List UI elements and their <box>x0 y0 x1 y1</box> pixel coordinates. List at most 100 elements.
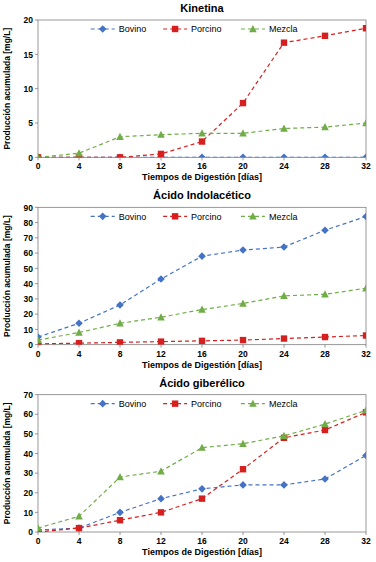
y-tick-label: 15 <box>24 50 34 60</box>
y-tick <box>35 283 38 284</box>
x-tick <box>38 157 39 160</box>
series-line <box>38 123 366 157</box>
y-tick <box>35 20 38 21</box>
marker <box>75 512 83 519</box>
legend-marker <box>249 25 257 32</box>
marker <box>280 432 288 439</box>
legend-marker <box>249 400 257 407</box>
x-tick-label: 8 <box>118 161 123 171</box>
x-tick <box>161 345 162 348</box>
series-line <box>38 412 366 532</box>
legend-label: Bovino <box>119 212 147 222</box>
x-tick <box>243 532 244 535</box>
y-axis-label: Producción acumulada [mg/L] <box>2 28 12 150</box>
x-tick-label: 12 <box>156 161 166 171</box>
x-tick <box>79 532 80 535</box>
marker <box>116 509 124 517</box>
y-tick <box>35 88 38 89</box>
marker <box>322 334 328 340</box>
y-tick <box>35 222 38 223</box>
marker <box>363 25 366 31</box>
marker <box>240 466 246 472</box>
panel: Ácido Indolacético0102030405060708090048… <box>2 189 371 369</box>
y-tick <box>35 54 38 55</box>
marker <box>116 319 124 326</box>
x-tick-label: 16 <box>197 349 207 359</box>
y-tick <box>35 314 38 315</box>
legend-marker <box>172 400 178 406</box>
marker <box>158 509 164 515</box>
y-tick <box>35 157 38 158</box>
x-tick-label: 32 <box>361 536 371 546</box>
x-tick <box>243 345 244 348</box>
marker <box>117 339 123 344</box>
y-tick-label: 0 <box>28 340 33 350</box>
plot-frame <box>38 395 366 532</box>
marker <box>321 475 329 483</box>
x-tick-label: 32 <box>361 161 371 171</box>
legend: BovinoPorcinoMezcla <box>91 212 298 222</box>
legend-label: Porcino <box>191 399 222 409</box>
plot-frame <box>38 207 366 344</box>
marker <box>157 131 165 138</box>
marker <box>157 275 165 283</box>
x-tick <box>161 532 162 535</box>
x-tick-label: 24 <box>279 349 289 359</box>
x-tick-label: 32 <box>361 349 371 359</box>
marker <box>362 213 366 221</box>
marker <box>116 473 124 480</box>
legend-marker <box>99 400 107 408</box>
title: Kinetina <box>180 2 224 14</box>
y-tick <box>35 207 38 208</box>
x-tick-label: 20 <box>238 161 248 171</box>
legend-marker <box>172 213 178 219</box>
y-tick <box>35 492 38 493</box>
marker <box>75 320 83 328</box>
x-tick-label: 28 <box>320 536 330 546</box>
legend-marker <box>172 26 178 32</box>
marker <box>116 301 124 309</box>
marker <box>198 444 206 451</box>
marker <box>157 495 165 503</box>
legend-marker <box>249 212 257 219</box>
y-tick-label: 90 <box>24 203 34 213</box>
x-tick-label: 4 <box>77 161 82 171</box>
marker <box>363 332 366 338</box>
marker <box>198 485 206 493</box>
x-tick <box>79 345 80 348</box>
x-tick <box>38 345 39 348</box>
legend-marker <box>99 25 107 33</box>
x-tick <box>284 345 285 348</box>
x-tick-label: 4 <box>77 536 82 546</box>
y-tick-label: 20 <box>24 309 34 319</box>
series-line <box>38 288 366 340</box>
data-group <box>38 213 366 345</box>
panel: Kinetina05101520048121620242832Tiempos d… <box>2 2 371 182</box>
marker <box>38 153 42 157</box>
y-tick <box>35 344 38 345</box>
y-tick <box>35 329 38 330</box>
x-tick-label: 12 <box>156 349 166 359</box>
marker <box>280 154 288 158</box>
marker <box>239 299 247 306</box>
x-tick <box>79 157 80 160</box>
x-tick <box>366 345 367 348</box>
marker <box>239 481 247 489</box>
x-tick <box>284 157 285 160</box>
y-tick <box>35 394 38 395</box>
panel: Ácido giberélico010203040506070048121620… <box>2 377 371 557</box>
marker <box>281 39 287 45</box>
y-tick <box>35 512 38 513</box>
x-tick <box>202 532 203 535</box>
marker <box>76 525 82 531</box>
marker <box>240 337 246 343</box>
marker <box>75 328 83 335</box>
y-tick-label: 20 <box>24 15 34 25</box>
marker <box>362 406 366 413</box>
x-tick-label: 0 <box>36 536 41 546</box>
series-line <box>38 336 366 344</box>
x-tick-label: 16 <box>197 536 207 546</box>
legend-label: Porcino <box>191 24 222 34</box>
marker <box>75 524 83 532</box>
x-tick-label: 16 <box>197 161 207 171</box>
